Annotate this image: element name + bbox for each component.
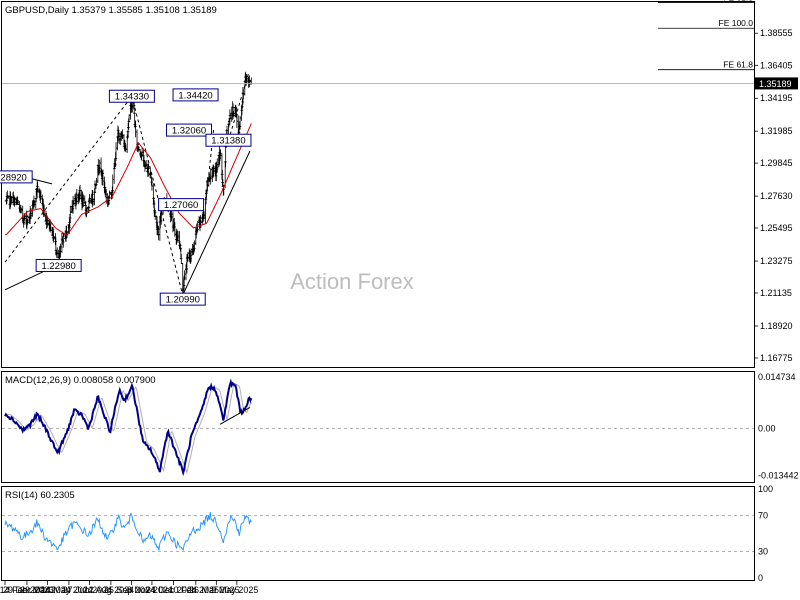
- pivot-label: 1.34420: [172, 88, 219, 102]
- macd-panel-frame: [1, 371, 755, 483]
- x-axis-tick-label: 25 Sep 2024: [104, 585, 155, 595]
- price-y-tick-label: 1.21135: [760, 288, 792, 298]
- price-y-tick-label: 1.27630: [760, 191, 793, 201]
- current-price-label: 1.35189: [759, 79, 792, 89]
- x-axis-tick-label: 8 Nov 2024: [127, 585, 173, 595]
- price-y-tick-label: 1.31985: [760, 126, 793, 136]
- pivot-label-text: 1.32060: [172, 126, 206, 137]
- price-y-tick-label: 1.38555: [760, 28, 793, 38]
- rsi-series-layer: [2, 511, 754, 552]
- price-y-tick-label: 1.34195: [760, 93, 793, 103]
- pivot-label-text: 1.28920: [0, 172, 27, 183]
- pivot-label: 1.31380: [205, 133, 252, 147]
- x-axis-tick-label: 29 Mar 2024: [20, 585, 71, 595]
- pivot-label-box: [166, 123, 213, 137]
- current-price-box: [755, 77, 798, 90]
- price-series-layer: FE 61.8 FE 100.0 FE 61.8 1.28920 1.22980 1.34…: [0, 0, 754, 306]
- x-axis-tick-label: 14 May 2024: [41, 585, 93, 595]
- pivot-label-box: [108, 89, 155, 103]
- rsi-y-tick-label: 0: [758, 573, 763, 583]
- rsi-panel-title: RSI(14) 60.2305: [5, 490, 75, 501]
- axis-labels-layer: 1.38555 1.36405 1.34195 1.31985 1.29845 1.276…: [0, 28, 799, 595]
- x-axis-tick-label: 10 Feb 2025: [169, 585, 220, 595]
- macd-series-layer: [2, 378, 754, 477]
- pivot-label: 1.27060: [158, 198, 205, 212]
- price-y-tick-label: 1.23275: [760, 256, 793, 266]
- pivot-label-text: 1.31380: [211, 136, 245, 147]
- pivot-label: 1.22980: [35, 258, 82, 272]
- pivot-label-text: 1.22980: [41, 261, 75, 272]
- rsi-y-tick-label: 70: [758, 511, 768, 521]
- price-panel-frame: [1, 1, 755, 368]
- pivot-label-text: 1.34420: [178, 90, 212, 101]
- pivot-label-text: 1.27060: [164, 200, 198, 211]
- macd-y-tick-label: 0.014734: [758, 372, 796, 382]
- macd-signal-line: [5, 382, 252, 475]
- price-y-tick-label: 1.16775: [760, 353, 793, 363]
- x-axis-tick-label: 26 Mar 2025: [189, 585, 240, 595]
- pivot-label-box: [158, 198, 205, 212]
- x-axis-tick-label: 29 Dec 2023: [3, 585, 54, 595]
- price-panel-title: GBPUSD,Daily 1.35379 1.35585 1.35108 1.3…: [5, 5, 217, 16]
- macd-main-line: [4, 378, 253, 477]
- x-axis-tick-label: 9 May 2025: [211, 585, 258, 595]
- price-y-tick-label: 1.25495: [760, 223, 793, 233]
- macd-y-tick-label: 0.00: [758, 423, 776, 433]
- pivot-label-box: [172, 88, 219, 102]
- fib-level-label: FE 61.8: [723, 0, 753, 2]
- pivot-label-text: 1.34330: [115, 92, 149, 103]
- dashed-trendline: [131, 96, 184, 296]
- rsi-y-tick-label: 100: [758, 484, 773, 494]
- x-axis-tick-label: 24 Dec 2024: [146, 585, 197, 595]
- trendline: [182, 150, 251, 296]
- x-axis-tick-label: 14 Feb 2024: [0, 585, 50, 595]
- dashed-trendline: [4, 95, 133, 263]
- price-y-tick-label: 1.36405: [760, 60, 793, 70]
- pivot-label-box: [205, 133, 252, 147]
- pivot-label: 1.28920: [0, 170, 33, 184]
- pivot-label-box: [159, 292, 206, 306]
- pivot-label-text: 1.20990: [166, 295, 200, 306]
- macd-panel-title: MACD(12,26,9) 0.008058 0.007900: [5, 375, 156, 386]
- pivot-label: 1.32060: [166, 123, 213, 137]
- pivot-label-box: [35, 258, 82, 272]
- pivot-label: 1.20990: [159, 292, 206, 306]
- x-axis-tick-label: 27 Jun 2024: [63, 585, 113, 595]
- rsi-panel-frame: [1, 486, 755, 581]
- price-y-tick-label: 1.18920: [760, 321, 793, 331]
- moving-average-line: [5, 123, 252, 236]
- macd-y-tick-label: -0.013442: [758, 471, 799, 481]
- pivot-label: 1.34330: [108, 89, 155, 103]
- macd-trendline: [219, 407, 251, 425]
- pivot-label-box: [0, 170, 33, 184]
- rsi-line: [4, 511, 252, 552]
- watermark: Action Forex: [290, 269, 414, 294]
- rsi-y-tick-label: 30: [758, 546, 768, 556]
- price-y-tick-label: 1.29845: [760, 158, 793, 168]
- x-axis-tick-label: 12 Aug 2024: [84, 585, 135, 595]
- fib-level-label: FE 61.8: [723, 60, 753, 70]
- fib-level-label: FE 100.0: [719, 18, 754, 28]
